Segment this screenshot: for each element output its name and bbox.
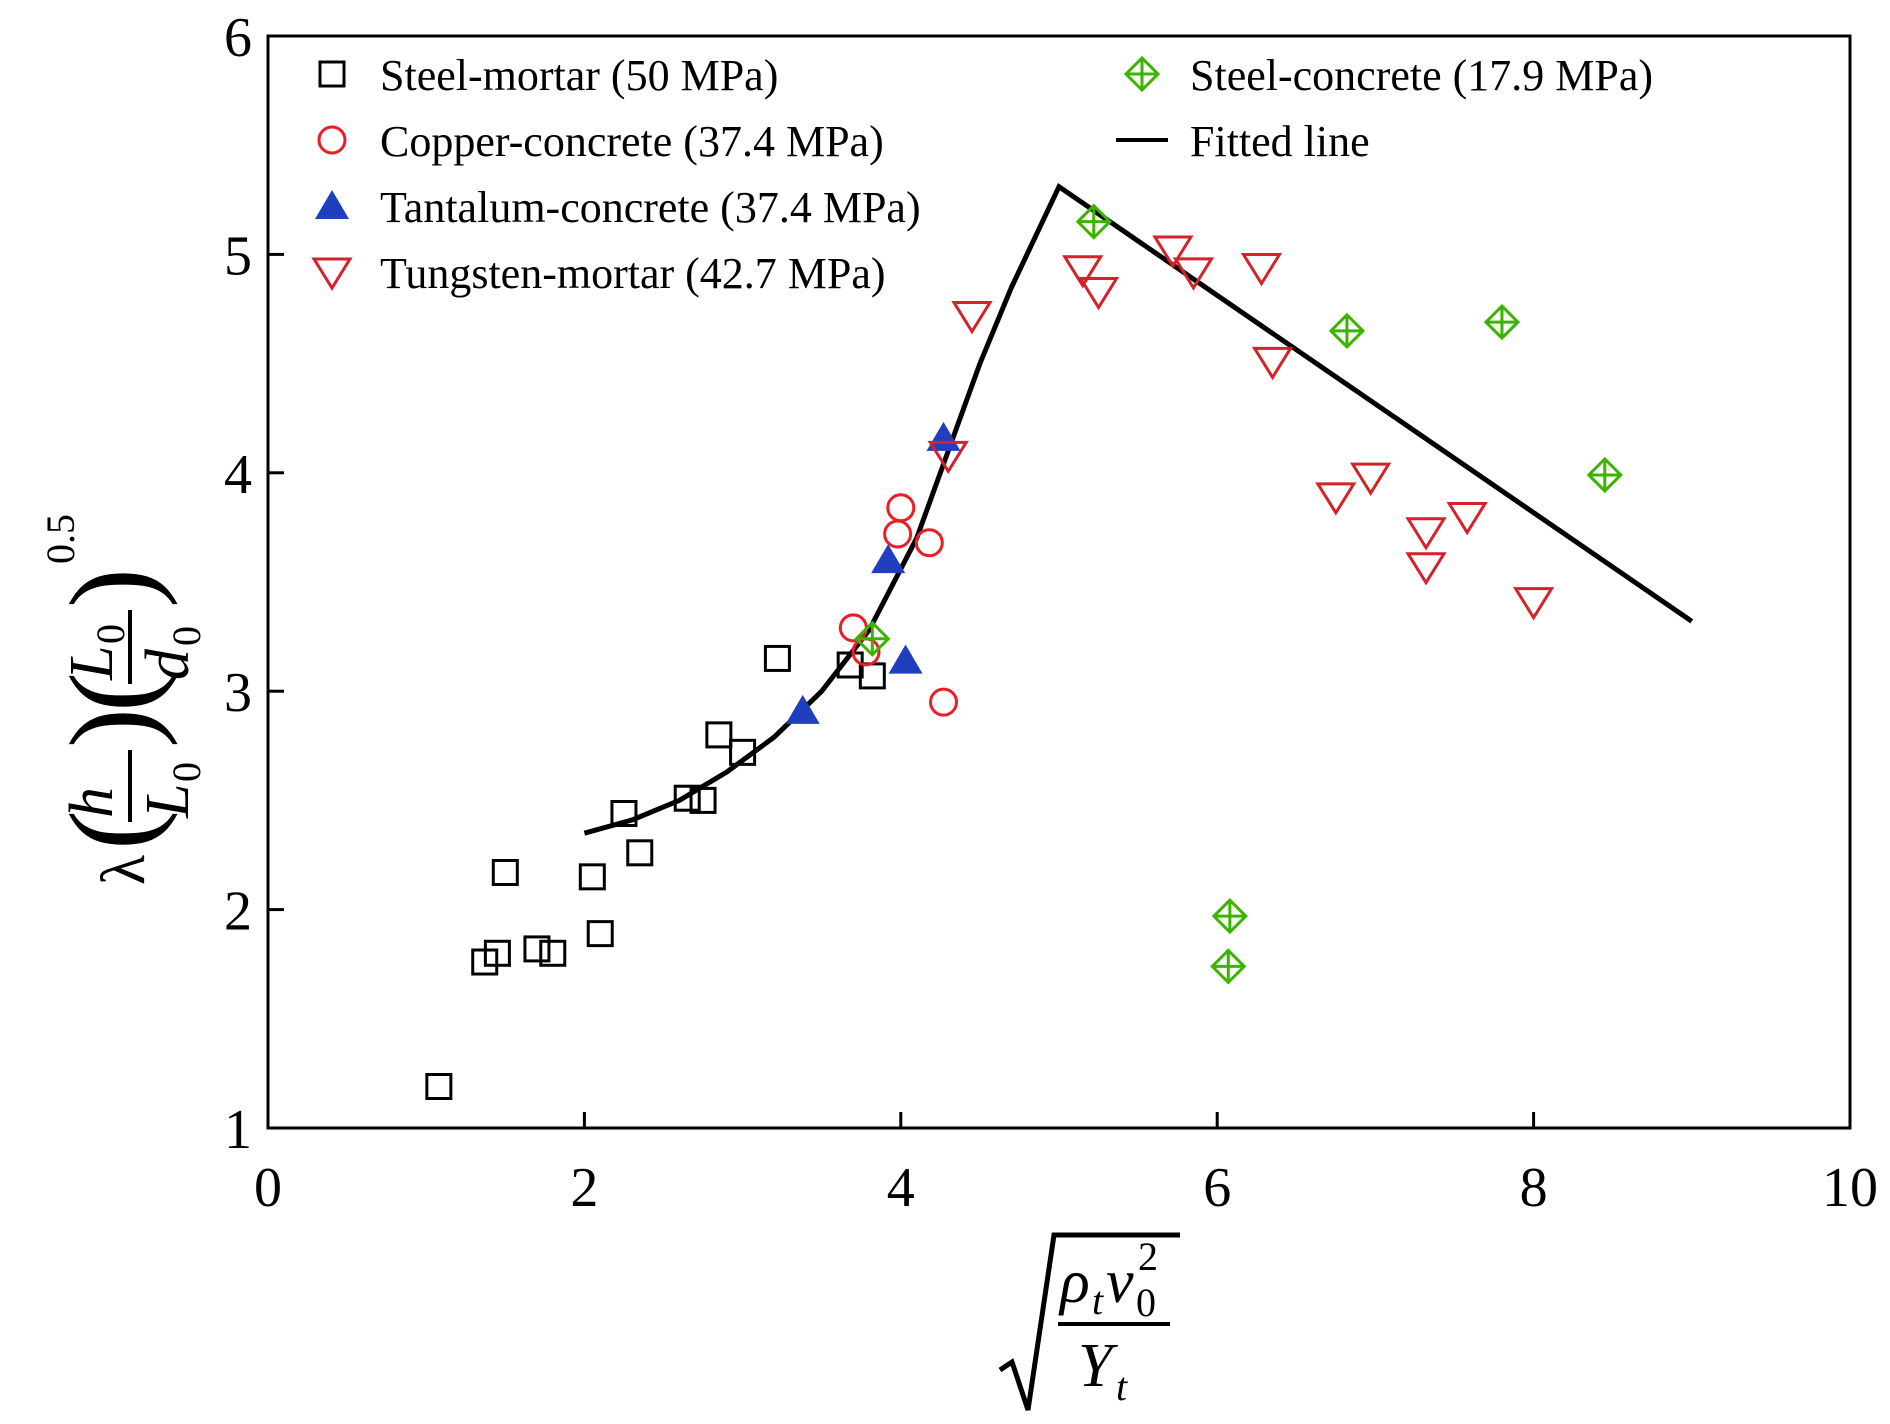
data-point-square-open bbox=[689, 786, 717, 814]
y-tick-label: 1 bbox=[224, 1099, 252, 1161]
data-point-circle-open bbox=[886, 493, 916, 523]
x-tick-label: 10 bbox=[1822, 1157, 1878, 1219]
data-point-circle-open bbox=[929, 687, 959, 717]
data-point-triangle-down-open bbox=[951, 301, 993, 335]
x-axis-label: ρ t v 0 2 Y t bbox=[998, 1232, 1180, 1411]
y-label-paren-close-2: ) bbox=[45, 568, 178, 608]
data-point-square-open bbox=[523, 935, 551, 963]
y-label-L-2: L bbox=[58, 646, 126, 681]
data-point-diamond-cross bbox=[1483, 303, 1521, 341]
y-label-lambda: λ bbox=[90, 855, 158, 885]
x-label-sup2: 2 bbox=[1138, 1234, 1158, 1279]
legend-label: Fitted line bbox=[1190, 117, 1370, 166]
x-tick-label: 0 bbox=[254, 1157, 282, 1219]
data-point-square-open bbox=[729, 738, 757, 766]
legend-label: Tantalum-concrete (37.4 MPa) bbox=[380, 183, 921, 232]
data-point-triangle-down-open bbox=[1172, 257, 1215, 291]
y-tick-label: 5 bbox=[224, 225, 252, 287]
x-label-v: v bbox=[1106, 1248, 1134, 1316]
x-tick-label: 8 bbox=[1520, 1157, 1548, 1219]
y-label-sub0-2: 0 bbox=[88, 624, 133, 644]
x-label-radical-sign bbox=[998, 1232, 1180, 1411]
fitted-line-group bbox=[583, 182, 1694, 836]
legend-marker-diamond-cross bbox=[1123, 55, 1161, 93]
y-label-paren-close-1: ) bbox=[45, 708, 178, 748]
legend-label: Copper-concrete (37.4 MPa) bbox=[380, 117, 884, 166]
data-point-triangle-down-open bbox=[1062, 255, 1104, 289]
y-label-paren-open-1: ( bbox=[45, 810, 178, 850]
data-point-square-open bbox=[610, 800, 638, 828]
data-point-diamond-cross bbox=[1328, 312, 1366, 349]
legend-label: Tungsten-mortar (42.7 MPa) bbox=[380, 249, 886, 298]
x-tick-label: 4 bbox=[887, 1157, 915, 1219]
data-point-circle-open bbox=[883, 519, 913, 549]
data-point-triangle-down-open bbox=[1251, 346, 1294, 381]
data-point-triangle-down-open bbox=[1512, 587, 1555, 621]
legend-marker-circle-open bbox=[317, 125, 347, 155]
y-label-d: d bbox=[134, 648, 202, 680]
data-point-square-open bbox=[539, 939, 567, 967]
legend-label: Steel-concrete (17.9 MPa) bbox=[1190, 51, 1653, 100]
data-point-square-open bbox=[705, 721, 733, 749]
data-point-triangle-up-filled bbox=[785, 694, 820, 724]
data-point-triangle-down-open bbox=[1446, 501, 1488, 536]
legend: Steel-mortar (50 MPa) Copper-concrete (37… bbox=[311, 51, 1653, 298]
data-point-square-open bbox=[626, 839, 654, 867]
data-point-diamond-cross bbox=[854, 620, 891, 657]
data-point-triangle-down-open bbox=[1349, 462, 1392, 497]
data-point-diamond-cross bbox=[1075, 203, 1112, 240]
y-tick-label: 4 bbox=[224, 444, 252, 506]
legend-marker-triangle-up-filled bbox=[315, 190, 349, 219]
data-point-triangle-down-open bbox=[1152, 235, 1194, 269]
legend-label: Steel-mortar (50 MPa) bbox=[380, 51, 778, 100]
data-point-triangle-down-open bbox=[1315, 482, 1357, 516]
data-point-circle-open bbox=[838, 613, 868, 643]
data-point-circle-open bbox=[914, 528, 944, 558]
legend-marker-triangle-down-open bbox=[311, 257, 353, 291]
x-tick-label: 2 bbox=[570, 1157, 598, 1219]
data-point-triangle-down-open bbox=[1077, 277, 1120, 311]
fitted-line bbox=[583, 182, 1694, 836]
data-point-square-open bbox=[673, 784, 701, 812]
x-label-Y: Y bbox=[1078, 1332, 1118, 1400]
legend-marker-square-open bbox=[318, 60, 346, 88]
data-point-triangle-up-filled bbox=[871, 544, 906, 574]
data-point-triangle-down-open bbox=[1405, 552, 1447, 586]
data-point-square-open bbox=[858, 662, 886, 690]
y-label-L-1: L bbox=[134, 784, 202, 819]
y-tick-label: 3 bbox=[224, 662, 252, 724]
data-point-triangle-down-open bbox=[1240, 253, 1283, 287]
y-label-h: h bbox=[58, 787, 126, 818]
y-label-sub0-3: 0 bbox=[164, 626, 209, 646]
data-point-diamond-cross bbox=[1211, 898, 1248, 935]
y-tick-label: 6 bbox=[224, 7, 252, 69]
x-label-rho: ρ bbox=[1058, 1248, 1090, 1316]
x-label-sub-t-2: t bbox=[1116, 1364, 1128, 1409]
y-label-exponent: 0.5 bbox=[38, 514, 83, 564]
x-tick-label: 6 bbox=[1203, 1157, 1231, 1219]
y-label-sub0-1: 0 bbox=[164, 762, 209, 782]
data-point-triangle-down-open bbox=[927, 440, 969, 475]
y-tick-label: 2 bbox=[224, 881, 252, 943]
x-label-sub0: 0 bbox=[1136, 1280, 1156, 1325]
data-point-square-open bbox=[586, 920, 614, 948]
data-point-square-open bbox=[578, 863, 606, 891]
data-point-diamond-cross bbox=[1586, 456, 1623, 494]
data-point-square-open bbox=[483, 939, 511, 967]
data-point-square-open bbox=[763, 644, 791, 672]
data-point-square-open bbox=[425, 1073, 453, 1101]
y-axis-label: λ ( h L 0 ) ( L 0 d 0 ) 0.5 bbox=[38, 514, 209, 885]
data-markers bbox=[425, 203, 1623, 1101]
data-point-square-open bbox=[491, 858, 519, 886]
data-point-triangle-up-filled bbox=[888, 644, 923, 674]
plot-frame bbox=[266, 34, 1852, 1130]
data-point-triangle-down-open bbox=[1405, 517, 1447, 551]
data-point-diamond-cross bbox=[1210, 948, 1247, 985]
x-label-sub-t-1: t bbox=[1092, 1278, 1104, 1323]
y-label-paren-open-2: ( bbox=[45, 672, 178, 712]
